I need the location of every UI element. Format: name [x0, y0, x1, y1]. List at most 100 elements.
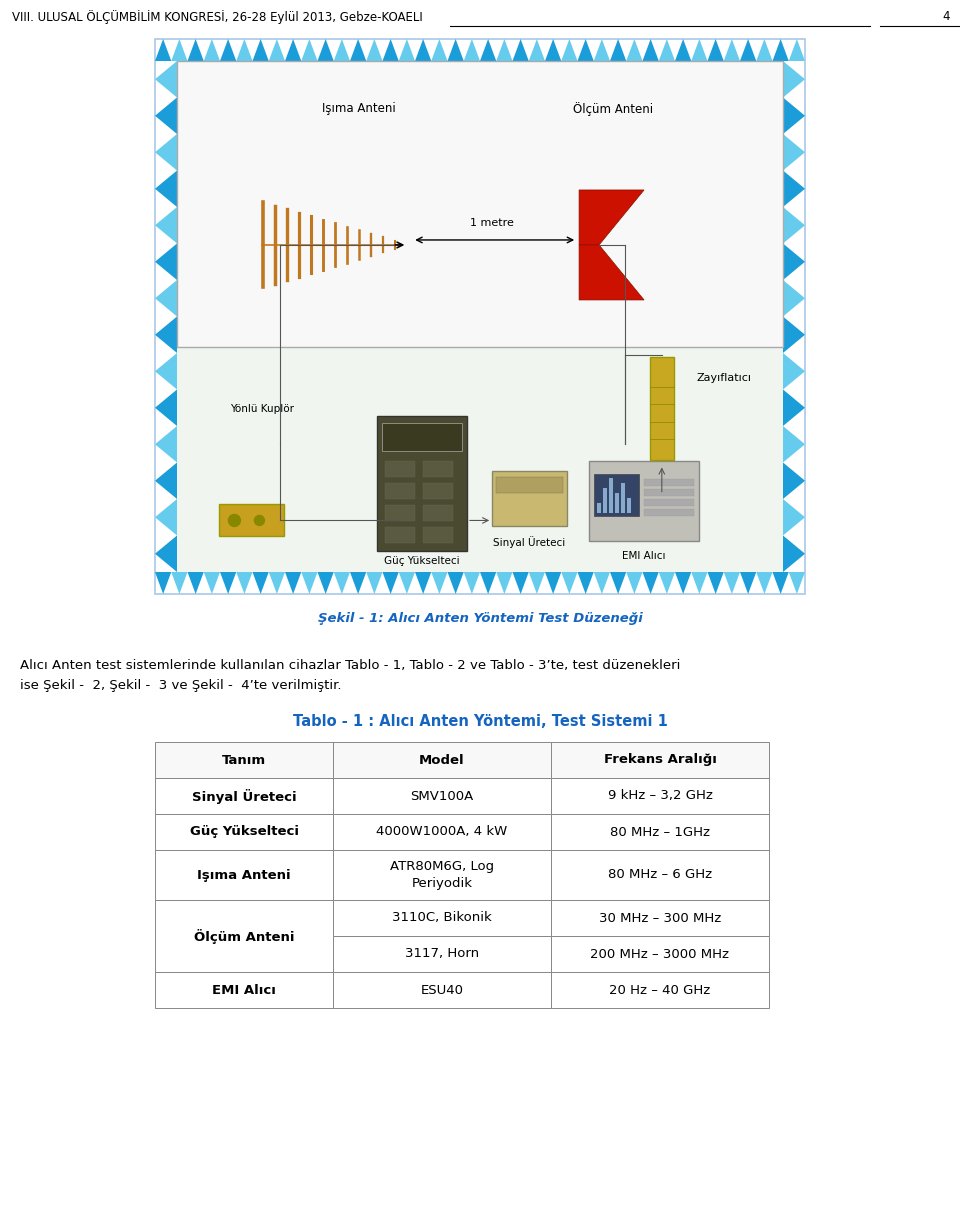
- Polygon shape: [334, 572, 350, 594]
- Polygon shape: [236, 572, 252, 594]
- Bar: [551, 850, 769, 900]
- Polygon shape: [789, 39, 805, 61]
- Bar: [385, 483, 415, 499]
- Polygon shape: [496, 572, 513, 594]
- Polygon shape: [171, 39, 187, 61]
- Polygon shape: [155, 244, 177, 280]
- Polygon shape: [691, 572, 708, 594]
- Polygon shape: [659, 39, 675, 61]
- Polygon shape: [155, 170, 177, 208]
- Polygon shape: [187, 572, 204, 594]
- Polygon shape: [155, 353, 177, 390]
- Bar: [551, 815, 769, 850]
- Text: 3117, Horn: 3117, Horn: [405, 947, 479, 960]
- Bar: [609, 478, 613, 514]
- Text: Tanım: Tanım: [222, 754, 266, 766]
- Polygon shape: [155, 134, 177, 170]
- Polygon shape: [783, 170, 805, 208]
- Polygon shape: [318, 572, 334, 594]
- Polygon shape: [783, 97, 805, 134]
- Text: EMI Alıcı: EMI Alıcı: [212, 983, 276, 997]
- Bar: [551, 742, 769, 778]
- Polygon shape: [675, 39, 691, 61]
- Bar: [333, 850, 551, 900]
- Text: Güç Yükselteci: Güç Yükselteci: [384, 556, 460, 567]
- Bar: [492, 471, 567, 527]
- Polygon shape: [783, 134, 805, 170]
- Polygon shape: [783, 208, 805, 244]
- Polygon shape: [562, 39, 578, 61]
- Bar: [551, 972, 769, 1008]
- Bar: [333, 742, 551, 778]
- Text: 80 MHz – 1GHz: 80 MHz – 1GHz: [610, 826, 710, 839]
- Polygon shape: [204, 39, 220, 61]
- Bar: [594, 475, 639, 516]
- Bar: [177, 61, 783, 347]
- Bar: [551, 900, 769, 936]
- Text: 9 kHz – 3,2 GHz: 9 kHz – 3,2 GHz: [608, 789, 712, 802]
- Text: 1 metre: 1 metre: [470, 219, 514, 228]
- Bar: [333, 815, 551, 850]
- Text: 3110C, Bikonik: 3110C, Bikonik: [392, 912, 492, 925]
- Text: 30 MHz – 300 MHz: 30 MHz – 300 MHz: [599, 912, 721, 925]
- Bar: [423, 461, 453, 477]
- Bar: [155, 778, 333, 815]
- Polygon shape: [431, 39, 447, 61]
- Polygon shape: [398, 39, 415, 61]
- Polygon shape: [708, 572, 724, 594]
- Polygon shape: [155, 463, 177, 499]
- Polygon shape: [740, 572, 756, 594]
- Polygon shape: [480, 39, 496, 61]
- Bar: [385, 461, 415, 477]
- Polygon shape: [415, 39, 431, 61]
- Polygon shape: [155, 426, 177, 463]
- Text: VIII. ULUSAL ÖLÇÜMBİLİM KONGRESİ, 26-28 Eylül 2013, Gebze-KOAELI: VIII. ULUSAL ÖLÇÜMBİLİM KONGRESİ, 26-28 …: [12, 10, 422, 24]
- Polygon shape: [740, 39, 756, 61]
- Text: Işıma Anteni: Işıma Anteni: [322, 102, 396, 115]
- Polygon shape: [285, 572, 301, 594]
- Polygon shape: [675, 572, 691, 594]
- Text: Model: Model: [420, 754, 465, 766]
- Text: 20 Hz – 40 GHz: 20 Hz – 40 GHz: [610, 983, 710, 997]
- Polygon shape: [187, 39, 204, 61]
- Polygon shape: [579, 189, 644, 245]
- Bar: [333, 778, 551, 815]
- Polygon shape: [626, 572, 642, 594]
- Text: Ölçüm Anteni: Ölçüm Anteni: [573, 102, 654, 115]
- Bar: [589, 461, 699, 541]
- Polygon shape: [773, 572, 789, 594]
- Polygon shape: [155, 280, 177, 317]
- Polygon shape: [155, 499, 177, 535]
- Text: ise Şekil -  2, Şekil -  3 ve Şekil -  4’te verilmiştir.: ise Şekil - 2, Şekil - 3 ve Şekil - 4’te…: [20, 679, 342, 692]
- Polygon shape: [724, 39, 740, 61]
- Polygon shape: [367, 572, 382, 594]
- Bar: [382, 424, 462, 452]
- Bar: [603, 488, 607, 514]
- Polygon shape: [204, 572, 220, 594]
- Polygon shape: [334, 39, 350, 61]
- Bar: [627, 499, 631, 514]
- Polygon shape: [529, 39, 545, 61]
- Text: ATR80M6G, Log
Periyodik: ATR80M6G, Log Periyodik: [390, 860, 494, 890]
- Polygon shape: [789, 572, 805, 594]
- Polygon shape: [593, 39, 610, 61]
- Polygon shape: [236, 39, 252, 61]
- Bar: [423, 505, 453, 522]
- Polygon shape: [220, 39, 236, 61]
- Polygon shape: [593, 572, 610, 594]
- Text: EMI Alıcı: EMI Alıcı: [622, 551, 666, 561]
- Polygon shape: [783, 317, 805, 353]
- Bar: [644, 480, 694, 487]
- Polygon shape: [513, 39, 529, 61]
- Polygon shape: [155, 572, 171, 594]
- Polygon shape: [480, 572, 496, 594]
- Polygon shape: [171, 572, 187, 594]
- Polygon shape: [783, 463, 805, 499]
- Polygon shape: [220, 572, 236, 594]
- Polygon shape: [545, 39, 562, 61]
- Bar: [377, 416, 467, 551]
- Bar: [155, 815, 333, 850]
- Polygon shape: [545, 572, 562, 594]
- Text: Ölçüm Anteni: Ölçüm Anteni: [194, 929, 295, 943]
- Bar: [220, 505, 284, 537]
